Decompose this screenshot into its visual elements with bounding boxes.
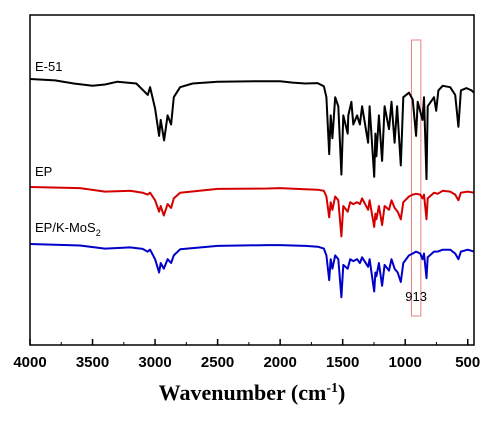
x-tick-label: 500 (455, 354, 480, 371)
x-tick-label: 3500 (76, 354, 109, 371)
x-tick-label: 1000 (389, 354, 422, 371)
x-tick-label: 4000 (13, 354, 46, 371)
series-label-ep: EP (35, 164, 52, 179)
plot-frame (29, 14, 475, 346)
x-tick-label: 2500 (201, 354, 234, 371)
series-label-e-51: E-51 (35, 59, 62, 74)
x-axis-label: Wavenumber (cm-1) (159, 380, 346, 405)
annotation-913: 913 (405, 289, 427, 304)
x-ticks: 4000 3500 3000 2500 2000 1500 1000 500 (13, 339, 480, 371)
series-line-ep (29, 186, 475, 238)
series-line-e-51 (29, 78, 475, 181)
x-tick-label: 3000 (138, 354, 171, 371)
x-tick-label: 2000 (263, 354, 296, 371)
series-labels: E-51 EP EP/K-MoS2 (35, 59, 101, 238)
series-line-ep-k-mos2 (29, 243, 475, 299)
highlight-band (410, 39, 422, 317)
series-label-ep-k-mos2: EP/K-MoS2 (35, 220, 101, 238)
series-layer (29, 78, 475, 299)
x-tick-label: 1500 (326, 354, 359, 371)
